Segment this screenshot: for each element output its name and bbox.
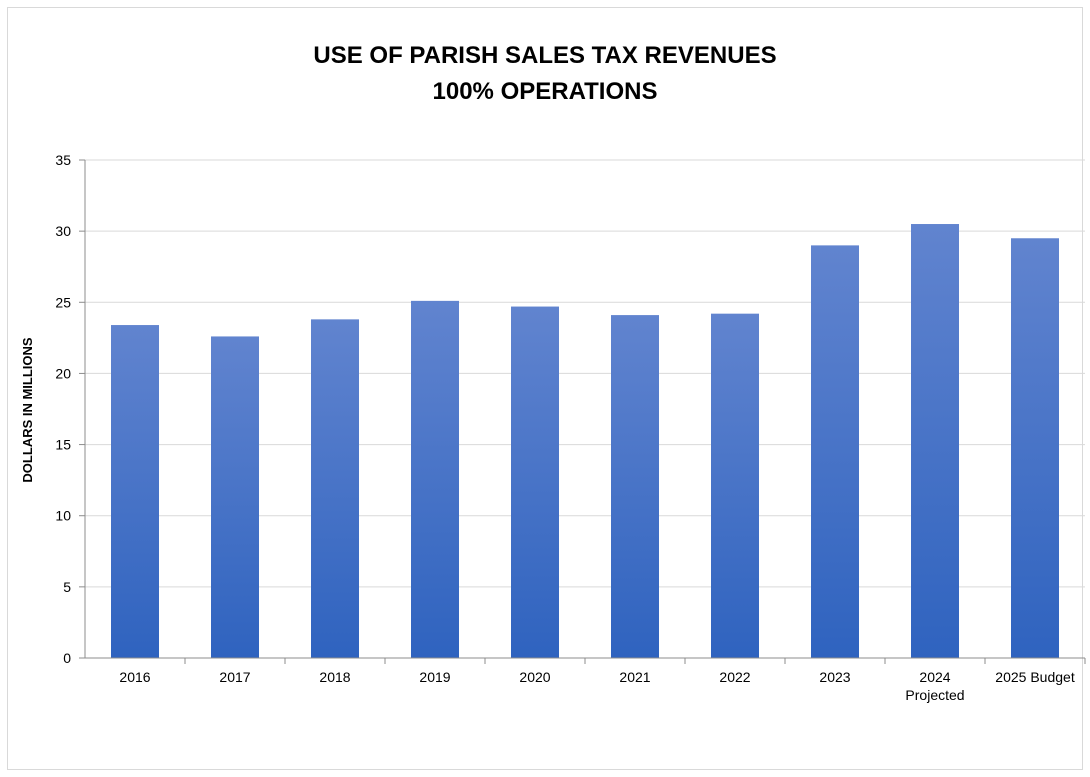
x-tick-label: 2016 [119,669,150,685]
axes [79,159,1086,664]
x-tick-label: 2023 [819,669,850,685]
tick-labels: 0 5 10 15 20 25 30 35 2016 2017 2018 2019 2020 2021 20… [55,152,1074,703]
y-tick-label: 25 [55,294,71,310]
bar-2016 [111,325,159,658]
x-tick-label: 2019 [419,669,450,685]
y-tick-label: 5 [63,579,71,595]
x-tick-label: 2017 [219,669,250,685]
bar-2017 [211,336,259,658]
x-tick-label: 2021 [619,669,650,685]
y-tick-label: 20 [55,365,71,381]
y-axis-label: DOLLARS IN MILLIONS [20,337,35,482]
bar-2025-budget [1011,238,1059,658]
bar-2023 [811,245,859,658]
x-tick-label: 2024 [919,669,950,685]
x-tick-label: 2022 [719,669,750,685]
y-tick-label: 0 [63,650,71,666]
bar-2022 [711,313,759,658]
bar-2019 [411,300,459,658]
y-tick-label: 15 [55,437,71,453]
x-tick-label: 2018 [319,669,350,685]
x-tick-label: 2020 [519,669,550,685]
bar-2020 [511,306,559,658]
x-tick-label: Projected [905,687,964,703]
bar-2018 [311,319,359,658]
bars [111,224,1059,658]
x-tick-label: 2025 Budget [995,669,1075,685]
bar-2024-projected [911,224,959,658]
bar-2021 [611,315,659,658]
y-tick-label: 10 [55,508,71,524]
y-tick-label: 35 [55,152,71,168]
chart-title: USE OF PARISH SALES TAX REVENUES [313,42,777,69]
y-tick-label: 30 [55,223,71,239]
chart-subtitle: 100% OPERATIONS [432,78,658,105]
